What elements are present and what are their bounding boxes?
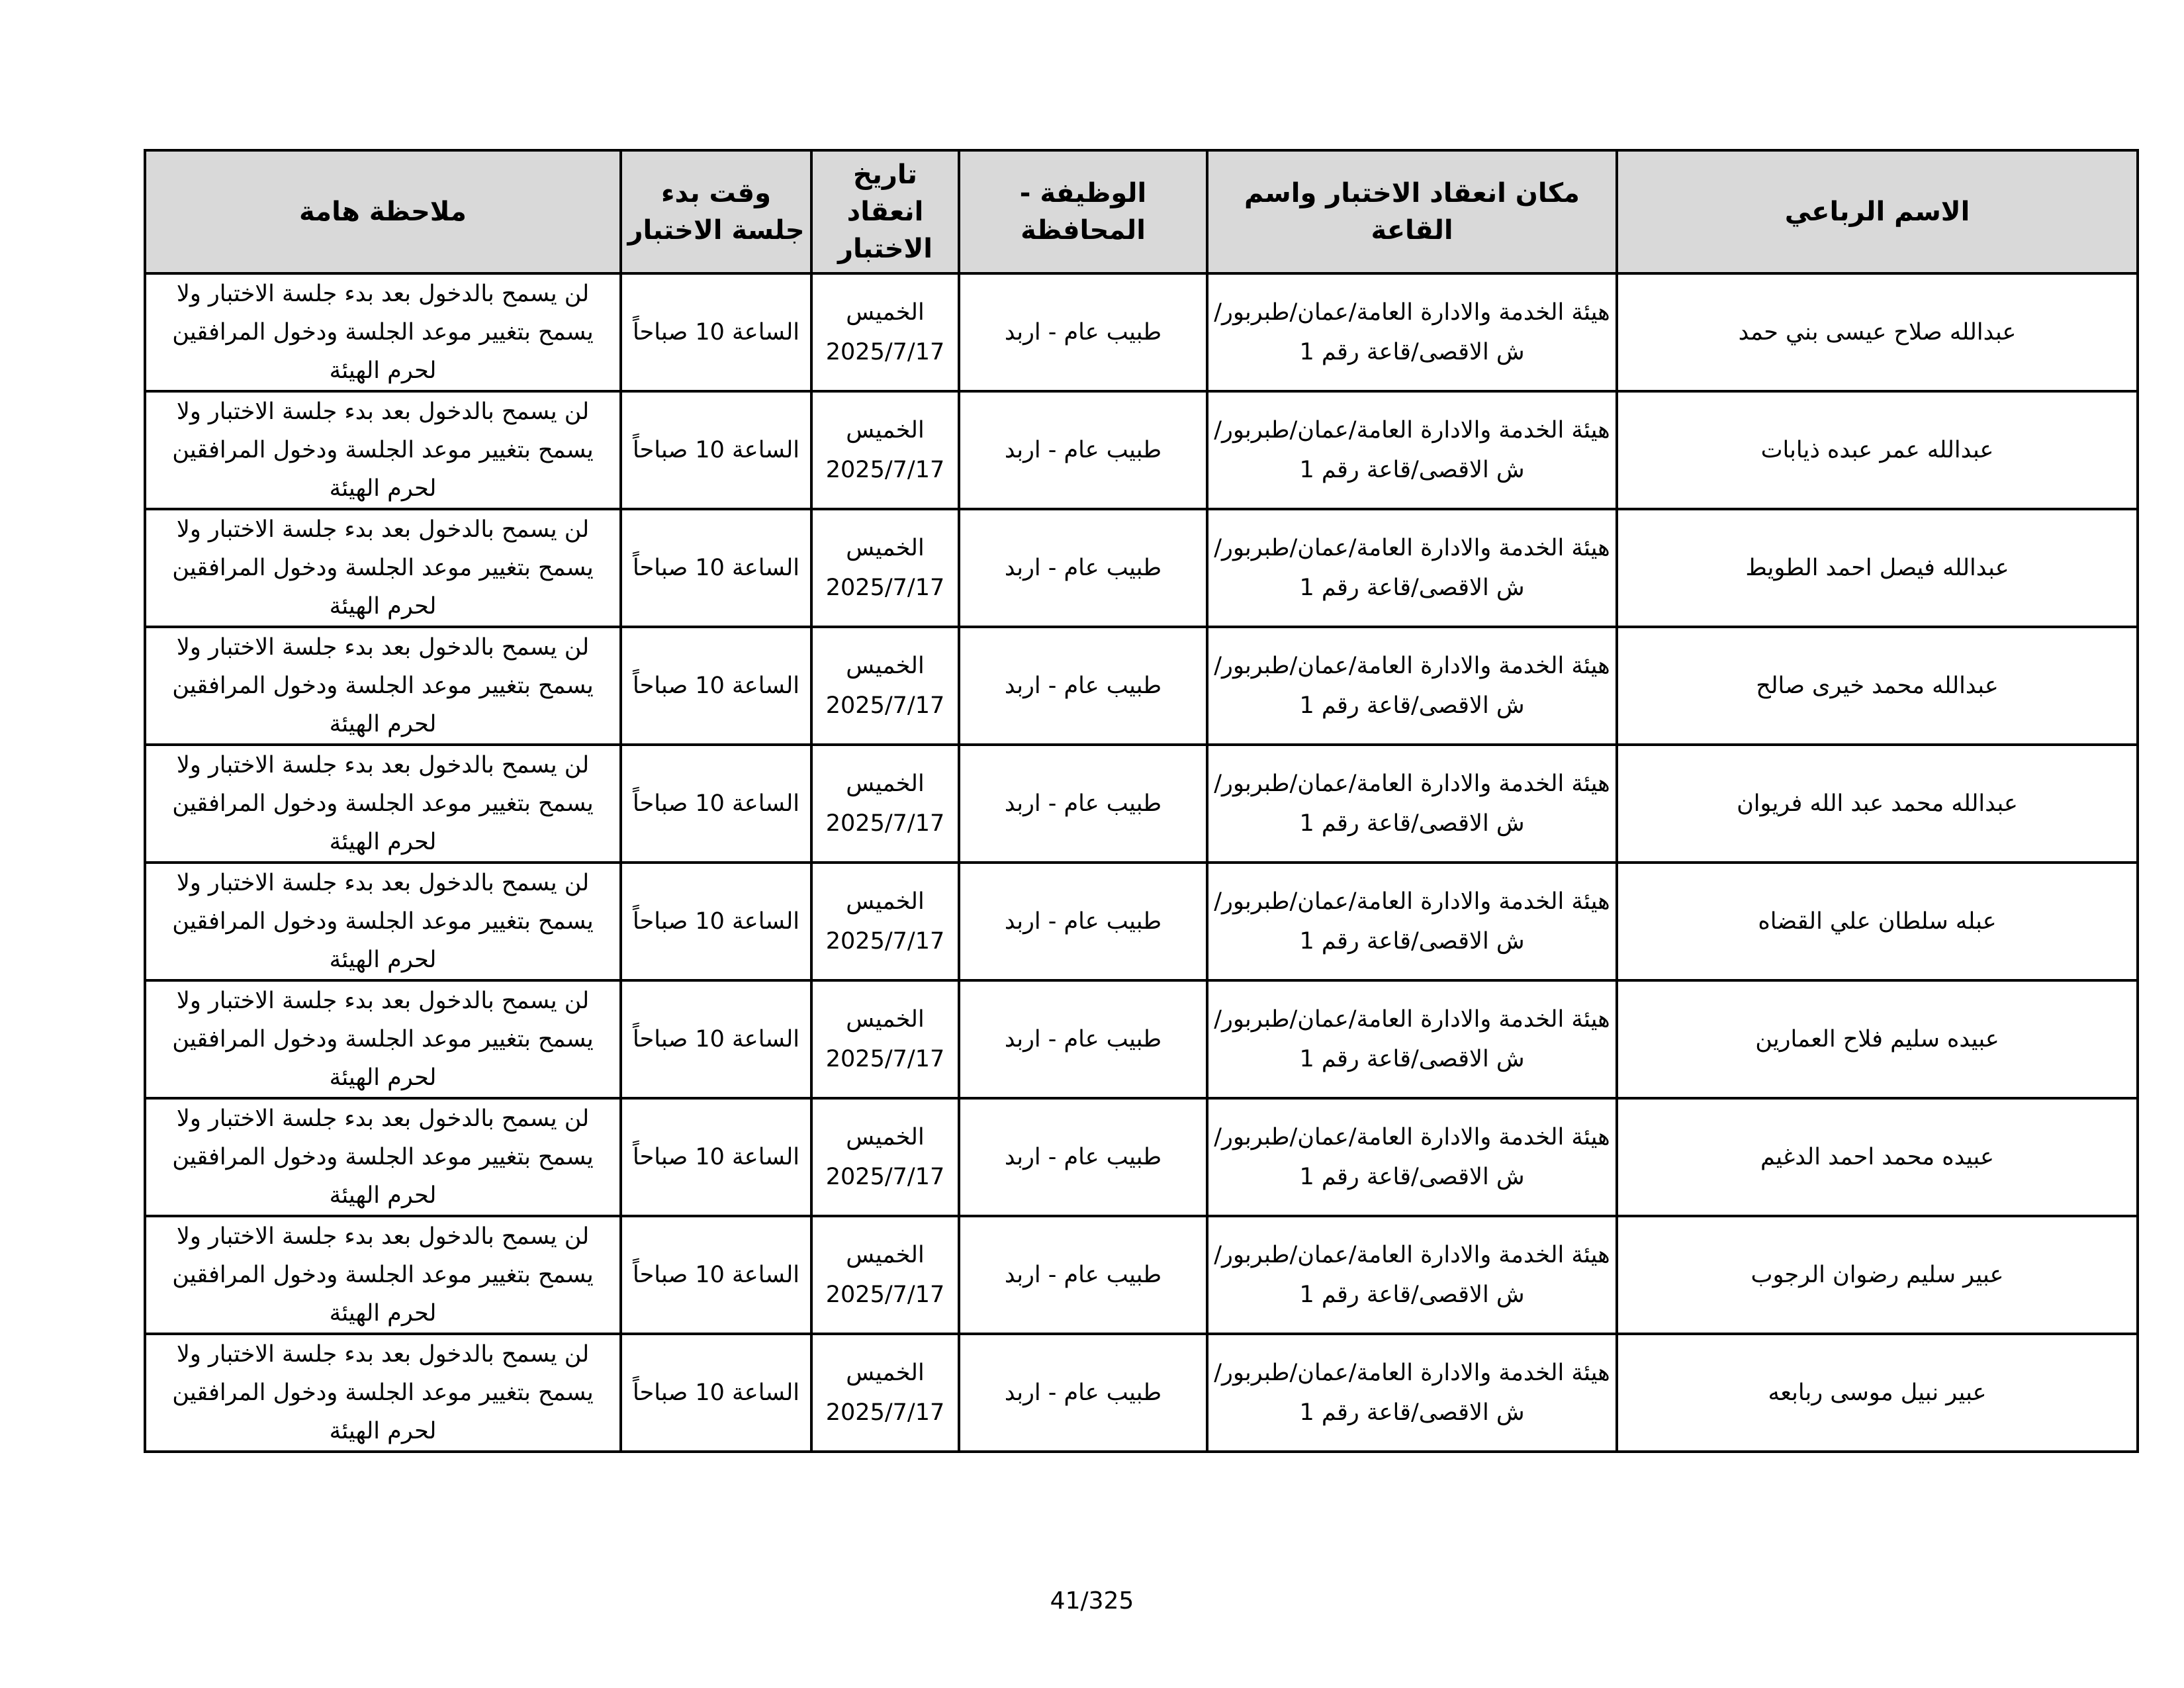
cell-time: الساعة 10 صباحاً <box>619 743 813 864</box>
cell-name: عبدالله محمد عبد الله فريوان <box>1615 743 2139 864</box>
cell-place: هيئة الخدمة والادارة العامة/عمان/طبربور/… <box>1206 979 1618 1100</box>
cell-note: لن يسمح بالدخول بعد بدء جلسة الاختبار ول… <box>144 861 622 982</box>
cell-time: الساعة 10 صباحاً <box>619 1097 813 1217</box>
cell-job: طبيب عام - اربد <box>958 626 1208 746</box>
cell-place: هيئة الخدمة والادارة العامة/عمان/طبربور/… <box>1206 390 1618 510</box>
cell-time: الساعة 10 صباحاً <box>619 626 813 746</box>
cell-date: الخميس 2025/7/17 <box>810 1097 960 1217</box>
cell-name: عبدالله عمر عبده ذيابات <box>1615 390 2139 510</box>
table-row: عبير نبيل موسى ربابعه هيئة الخدمة والادار… <box>144 1333 2139 1453</box>
header-time: وقت بدء جلسة الاختبار <box>619 149 813 275</box>
cell-name: عبدالله فيصل احمد الطويط <box>1615 508 2139 628</box>
cell-date: الخميس 2025/7/17 <box>810 1333 960 1453</box>
cell-time: الساعة 10 صباحاً <box>619 861 813 982</box>
cell-name: عبيده سليم فلاح العمارين <box>1615 979 2139 1100</box>
table-row: عبدالله فيصل احمد الطويط هيئة الخدمة والا… <box>144 508 2139 628</box>
header-note: ملاحظة هامة <box>144 149 622 275</box>
cell-job: طبيب عام - اربد <box>958 861 1208 982</box>
cell-note: لن يسمح بالدخول بعد بدء جلسة الاختبار ول… <box>144 1333 622 1453</box>
table-row: عبدالله محمد خيرى صالح هيئة الخدمة والادا… <box>144 626 2139 746</box>
cell-place: هيئة الخدمة والادارة العامة/عمان/طبربور/… <box>1206 626 1618 746</box>
cell-note: لن يسمح بالدخول بعد بدء جلسة الاختبار ول… <box>144 979 622 1100</box>
cell-job: طبيب عام - اربد <box>958 1215 1208 1335</box>
cell-note: لن يسمح بالدخول بعد بدء جلسة الاختبار ول… <box>144 272 622 393</box>
table-row: عبدالله عمر عبده ذيابات هيئة الخدمة والاد… <box>144 390 2139 510</box>
cell-job: طبيب عام - اربد <box>958 272 1208 393</box>
exam-schedule-table: الاسم الرباعي مكان انعقاد الاختبار واسم … <box>144 149 2139 1453</box>
cell-date: الخميس 2025/7/17 <box>810 390 960 510</box>
cell-date: الخميس 2025/7/17 <box>810 861 960 982</box>
cell-time: الساعة 10 صباحاً <box>619 272 813 393</box>
cell-date: الخميس 2025/7/17 <box>810 979 960 1100</box>
cell-time: الساعة 10 صباحاً <box>619 1215 813 1335</box>
header-date: تاريخ انعقاد الاختبار <box>810 149 960 275</box>
cell-job: طبيب عام - اربد <box>958 1097 1208 1217</box>
cell-note: لن يسمح بالدخول بعد بدء جلسة الاختبار ول… <box>144 508 622 628</box>
table-header-row: الاسم الرباعي مكان انعقاد الاختبار واسم … <box>144 149 2139 275</box>
cell-job: طبيب عام - اربد <box>958 743 1208 864</box>
cell-place: هيئة الخدمة والادارة العامة/عمان/طبربور/… <box>1206 272 1618 393</box>
cell-job: طبيب عام - اربد <box>958 508 1208 628</box>
cell-time: الساعة 10 صباحاً <box>619 979 813 1100</box>
cell-date: الخميس 2025/7/17 <box>810 508 960 628</box>
cell-time: الساعة 10 صباحاً <box>619 508 813 628</box>
table-row: عبدالله صلاح عيسى بني حمد هيئة الخدمة وال… <box>144 272 2139 393</box>
cell-name: عبير سليم رضوان الرجوب <box>1615 1215 2139 1335</box>
cell-note: لن يسمح بالدخول بعد بدء جلسة الاختبار ول… <box>144 743 622 864</box>
table-row: عبيده سليم فلاح العمارين هيئة الخدمة والا… <box>144 979 2139 1100</box>
cell-note: لن يسمح بالدخول بعد بدء جلسة الاختبار ول… <box>144 1097 622 1217</box>
cell-name: عبدالله محمد خيرى صالح <box>1615 626 2139 746</box>
table-row: عبله سلطان علي القضاه هيئة الخدمة والادار… <box>144 861 2139 982</box>
cell-time: الساعة 10 صباحاً <box>619 1333 813 1453</box>
cell-note: لن يسمح بالدخول بعد بدء جلسة الاختبار ول… <box>144 390 622 510</box>
cell-place: هيئة الخدمة والادارة العامة/عمان/طبربور/… <box>1206 1333 1618 1453</box>
header-place: مكان انعقاد الاختبار واسم القاعة <box>1206 149 1618 275</box>
cell-name: عبير نبيل موسى ربابعه <box>1615 1333 2139 1453</box>
cell-place: هيئة الخدمة والادارة العامة/عمان/طبربور/… <box>1206 1215 1618 1335</box>
cell-name: عبدالله صلاح عيسى بني حمد <box>1615 272 2139 393</box>
cell-time: الساعة 10 صباحاً <box>619 390 813 510</box>
cell-place: هيئة الخدمة والادارة العامة/عمان/طبربور/… <box>1206 508 1618 628</box>
cell-place: هيئة الخدمة والادارة العامة/عمان/طبربور/… <box>1206 1097 1618 1217</box>
table-row: عبدالله محمد عبد الله فريوان هيئة الخدمة … <box>144 743 2139 864</box>
cell-place: هيئة الخدمة والادارة العامة/عمان/طبربور/… <box>1206 743 1618 864</box>
page-number: 41/325 <box>1050 1587 1134 1615</box>
header-job: الوظيفة - المحافظة <box>958 149 1208 275</box>
cell-job: طبيب عام - اربد <box>958 979 1208 1100</box>
table-row: عبير سليم رضوان الرجوب هيئة الخدمة والادا… <box>144 1215 2139 1335</box>
cell-job: طبيب عام - اربد <box>958 390 1208 510</box>
cell-date: الخميس 2025/7/17 <box>810 743 960 864</box>
cell-date: الخميس 2025/7/17 <box>810 626 960 746</box>
cell-note: لن يسمح بالدخول بعد بدء جلسة الاختبار ول… <box>144 1215 622 1335</box>
cell-note: لن يسمح بالدخول بعد بدء جلسة الاختبار ول… <box>144 626 622 746</box>
cell-name: عبيده محمد احمد الدغيم <box>1615 1097 2139 1217</box>
table-row: عبيده محمد احمد الدغيم هيئة الخدمة والادا… <box>144 1097 2139 1217</box>
cell-date: الخميس 2025/7/17 <box>810 272 960 393</box>
header-name: الاسم الرباعي <box>1615 149 2139 275</box>
cell-place: هيئة الخدمة والادارة العامة/عمان/طبربور/… <box>1206 861 1618 982</box>
cell-date: الخميس 2025/7/17 <box>810 1215 960 1335</box>
cell-name: عبله سلطان علي القضاه <box>1615 861 2139 982</box>
cell-job: طبيب عام - اربد <box>958 1333 1208 1453</box>
